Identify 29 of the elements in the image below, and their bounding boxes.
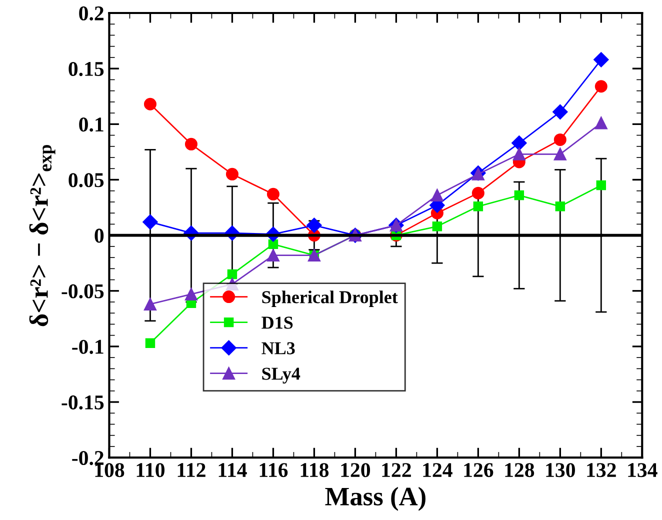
x-tick-label: 112: [178, 463, 206, 477]
y-tick-label: -0.15: [62, 395, 104, 410]
x-tick-label: 128: [505, 463, 534, 478]
y-tick-label: -0.2: [72, 450, 104, 466]
x-tick-label: 116: [260, 463, 288, 478]
legend-label: Spherical Droplet: [262, 290, 398, 307]
x-tick-label: 130: [546, 463, 575, 478]
y-tick-label: -0.05: [62, 284, 104, 298]
x-tick-label: 122: [382, 463, 411, 477]
x-axis-title: Mass (A): [325, 486, 426, 511]
x-tick-label: 120: [341, 463, 370, 478]
x-tick-label: 126: [464, 463, 494, 478]
legend-label: D1S: [262, 316, 293, 329]
x-tick-label: 114: [218, 463, 247, 477]
y-tick-label: 0.15: [68, 62, 104, 76]
y-tick-label: -0.1: [72, 340, 104, 354]
legend-label: SLy4: [262, 368, 300, 384]
x-tick-label: 124: [423, 463, 452, 477]
y-tick-label: 0.1: [79, 118, 104, 132]
y-tick-label: 0.2: [79, 6, 104, 21]
y-tick-label: 0.05: [68, 173, 104, 188]
x-tick-label: 132: [587, 463, 616, 478]
x-tick-label: 134: [628, 463, 658, 478]
y-tick-label: 0: [94, 228, 104, 243]
x-tick-label: 118: [300, 463, 329, 478]
x-tick-label: 108: [95, 463, 124, 478]
legend-label: NL3: [262, 342, 295, 354]
y-axis-title: δ<r²> − δ<r²>$_{exp}$: [29, 144, 56, 326]
x-tick-label: 110: [136, 463, 164, 478]
